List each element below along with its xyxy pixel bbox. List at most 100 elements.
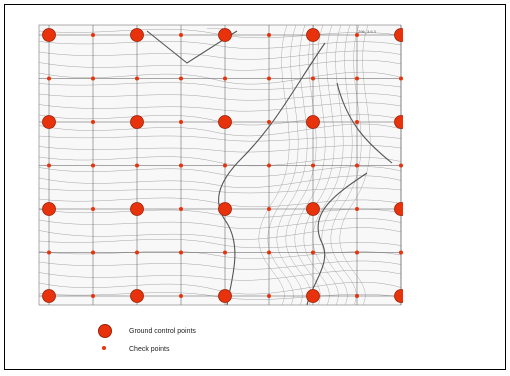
- check-point: [179, 294, 183, 298]
- check-point: [399, 163, 403, 168]
- check-point: [311, 76, 315, 81]
- road-line: [146, 30, 238, 64]
- check-point: [135, 250, 139, 255]
- map-canvas: ———— 296_3.6.3: [38, 24, 403, 306]
- contour-line: [38, 82, 402, 90]
- ground-control-point: [306, 115, 320, 129]
- slide-frame: ———— 296_3.6.3 Ground control points Che…: [4, 4, 506, 370]
- check-point: [179, 120, 183, 124]
- contour-line: [38, 41, 402, 49]
- contour-line: [294, 24, 326, 306]
- check-point: [91, 33, 95, 37]
- check-point: [47, 76, 51, 81]
- contour-line: [38, 102, 402, 112]
- check-point-symbol-icon: [97, 341, 113, 357]
- contour-line: [339, 24, 371, 306]
- map-border: [38, 24, 402, 306]
- check-point: [179, 207, 183, 211]
- ground-control-point: [394, 28, 403, 42]
- check-point: [267, 163, 271, 168]
- ground-control-point: [218, 289, 232, 303]
- ground-control-point: [306, 202, 320, 216]
- contour-line: [38, 260, 402, 270]
- check-point: [223, 76, 227, 81]
- ground-control-point: [130, 202, 144, 216]
- contour-lines: [38, 24, 402, 306]
- contour-line: [38, 197, 402, 208]
- contour-line: [38, 28, 402, 39]
- ground-control-point: [218, 202, 232, 216]
- check-point: [179, 76, 183, 81]
- contour-line: [38, 71, 402, 85]
- check-point: [267, 207, 271, 211]
- contour-line: [321, 24, 353, 306]
- check-point: [91, 120, 95, 124]
- contour-line: [303, 24, 335, 306]
- check-point: [355, 76, 359, 81]
- ground-control-point: [218, 115, 232, 129]
- check-point: [135, 76, 139, 81]
- gcp-symbol-icon: [97, 323, 113, 339]
- ground-control-point: [306, 289, 320, 303]
- check-point: [355, 207, 359, 211]
- check-point: [179, 33, 183, 37]
- check-point: [47, 163, 51, 168]
- ground-control-point: [130, 289, 144, 303]
- check-point: [311, 163, 315, 168]
- check-point: [91, 163, 95, 168]
- check-point: [267, 294, 271, 298]
- contour-line: [38, 50, 402, 60]
- check-point: [267, 120, 271, 124]
- map-title-label: ————: [207, 25, 223, 30]
- contour-line: [38, 292, 402, 300]
- check-point: [91, 207, 95, 211]
- contour-line: [38, 208, 402, 218]
- contour-line: [38, 156, 402, 167]
- check-point: [47, 250, 51, 255]
- legend-check-label: Check points: [129, 345, 170, 353]
- legend-gcp-label: Ground control points: [129, 327, 196, 335]
- check-point: [91, 76, 95, 81]
- check-point: [355, 294, 359, 298]
- contour-line: [330, 24, 362, 306]
- contour-line: [38, 166, 402, 177]
- ground-control-point: [394, 289, 403, 303]
- check-point: [91, 250, 95, 255]
- ground-control-point: [42, 202, 56, 216]
- ground-control-point: [42, 115, 56, 129]
- contour-line: [38, 123, 402, 137]
- contour-line: [276, 24, 308, 306]
- contour-line: [38, 218, 402, 229]
- survey-points: [42, 28, 403, 303]
- sheet-id-label: 296_3.6.3: [358, 29, 377, 34]
- contour-line: [38, 227, 402, 240]
- check-point: [355, 33, 359, 37]
- ground-control-point: [130, 115, 144, 129]
- ground-control-point: [42, 289, 56, 303]
- ground-control-point: [218, 28, 232, 42]
- contour-line: [38, 251, 402, 259]
- contour-line: [38, 145, 402, 153]
- contour-line: [38, 93, 402, 101]
- ground-control-point: [394, 202, 403, 216]
- check-point: [179, 163, 183, 168]
- roads: [146, 30, 393, 306]
- road-line: [218, 42, 326, 306]
- check-point: [179, 250, 183, 255]
- check-point: [267, 76, 271, 81]
- contour-line: [38, 114, 402, 126]
- legend-row-gcp: Ground control points: [97, 323, 196, 339]
- contour-line: [38, 59, 402, 71]
- check-point: [355, 120, 359, 124]
- road-line: [336, 82, 393, 164]
- check-point: [223, 163, 227, 168]
- contour-line: [38, 175, 402, 188]
- contour-line: [267, 24, 299, 306]
- check-point: [267, 33, 271, 37]
- check-point: [91, 294, 95, 298]
- check-point: [311, 250, 315, 255]
- check-point: [355, 250, 359, 255]
- check-point: [223, 250, 227, 255]
- contour-line: [285, 24, 317, 306]
- check-point: [135, 163, 139, 168]
